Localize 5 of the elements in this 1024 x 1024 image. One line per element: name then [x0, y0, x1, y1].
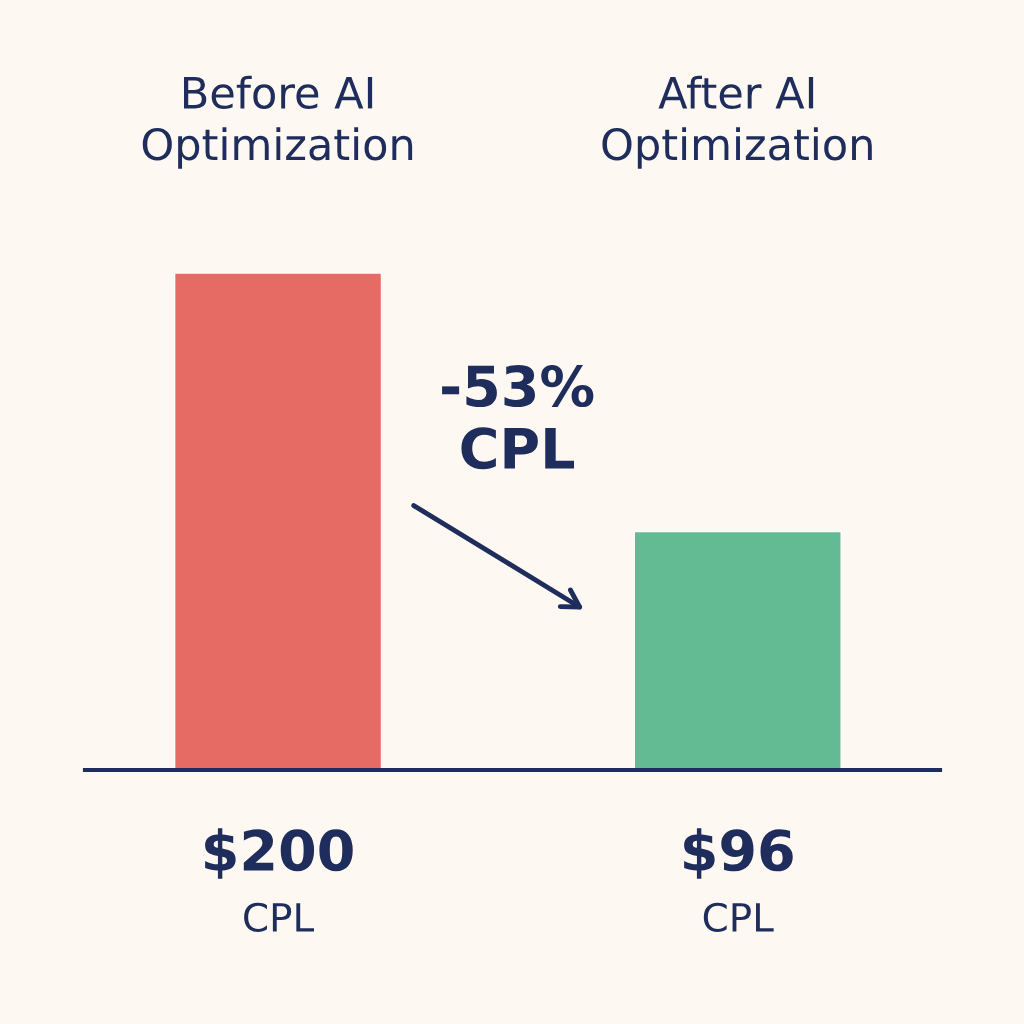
data-label: $96 CPL: [684, 828, 793, 933]
x-tick-label: Before AI Optimization: [142, 75, 413, 169]
data-label: $200 CPL: [205, 828, 353, 933]
annotation: -53% CPL: [442, 365, 594, 470]
x-tick-label: After AI Optimization: [602, 75, 872, 169]
